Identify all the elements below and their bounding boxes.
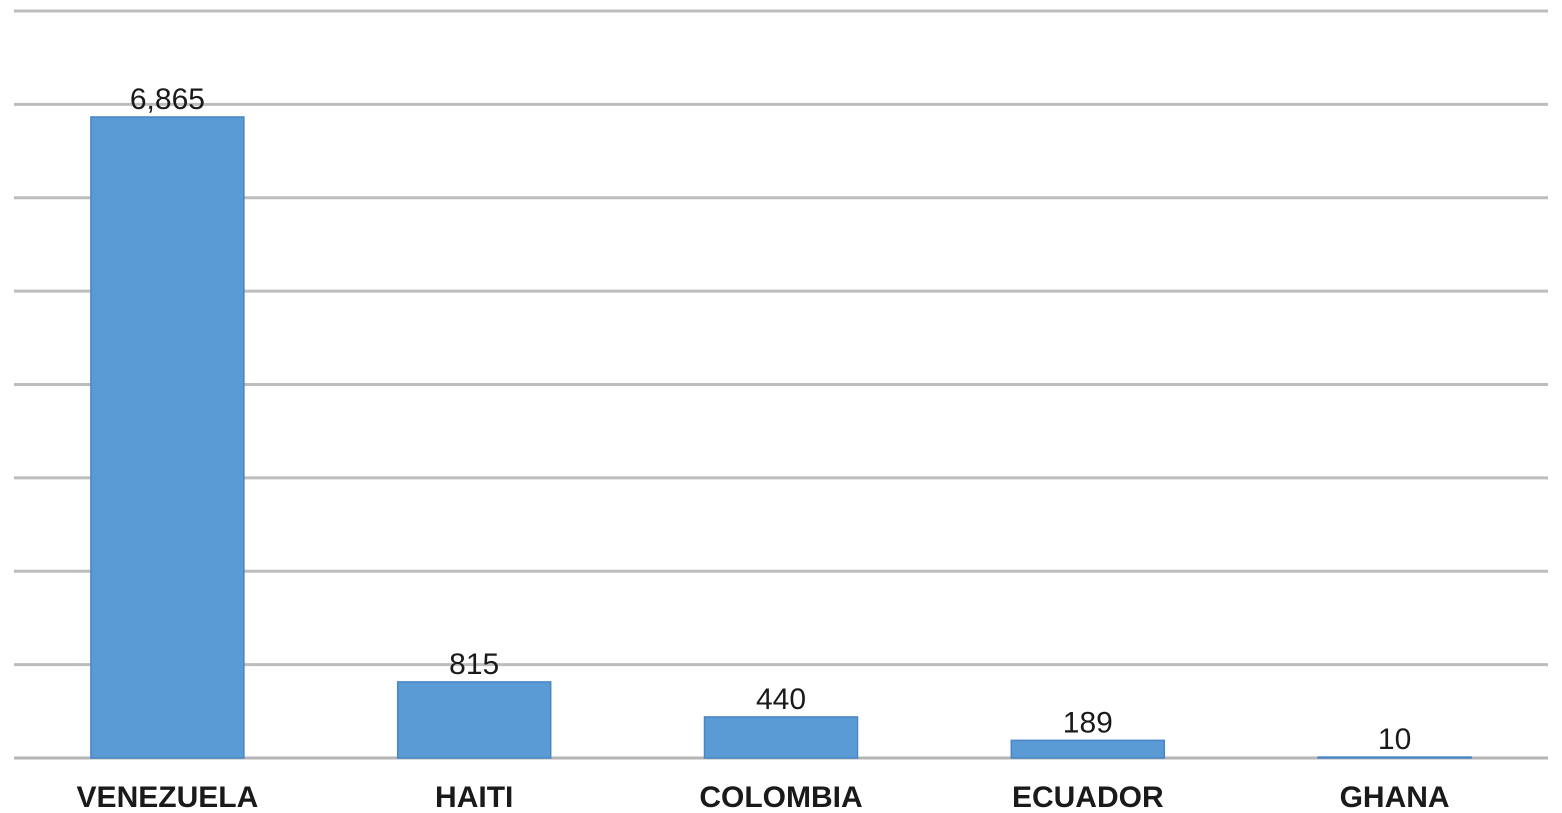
bars: [90, 116, 1472, 759]
tick-label-colombia: COLOMBIA: [699, 781, 862, 813]
tick-label-ghana: GHANA: [1340, 781, 1450, 813]
data-label-colombia: 440: [756, 683, 806, 716]
bar-colombia: [703, 716, 859, 759]
data-label-ghana: 10: [1378, 723, 1411, 756]
bar-haiti: [396, 681, 552, 759]
x-axis-tick-labels: VENEZUELA HAITI COLOMBIA ECUADOR GHANA: [77, 781, 1450, 813]
bar-venezuela: [90, 116, 245, 759]
bar-ghana: [1317, 756, 1472, 759]
data-label-venezuela: 6,865: [130, 83, 205, 116]
gridlines: [14, 9, 1548, 760]
data-label-haiti: 815: [449, 648, 499, 681]
tick-label-venezuela: VENEZUELA: [77, 781, 259, 813]
tick-label-ecuador: ECUADOR: [1012, 781, 1164, 813]
data-label-ecuador: 189: [1063, 706, 1113, 739]
tick-label-haiti: HAITI: [435, 781, 513, 813]
bar-ecuador: [1010, 739, 1166, 759]
data-labels: 6,865 815 440 189 10: [130, 83, 1411, 756]
